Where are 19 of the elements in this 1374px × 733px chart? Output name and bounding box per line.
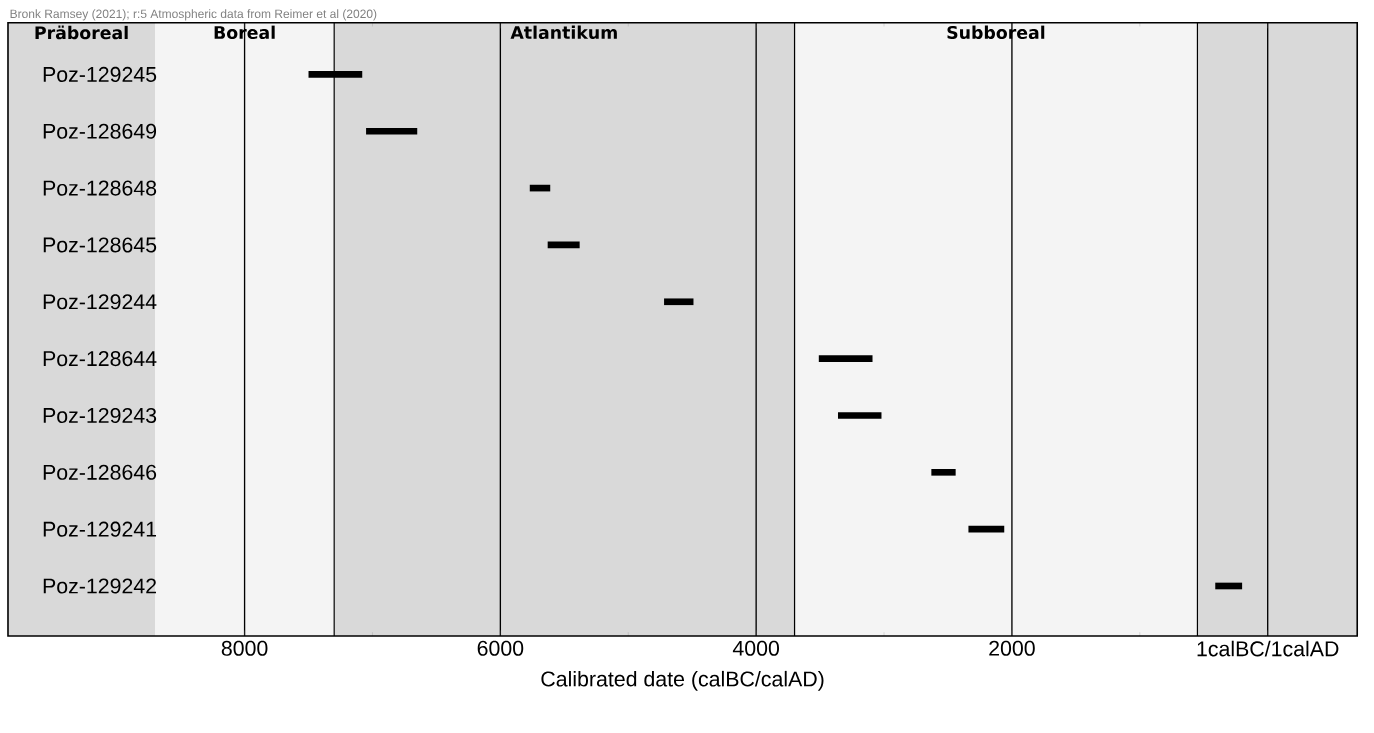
x-tick-label: 2000 xyxy=(989,640,1035,656)
y-tick-label: Poz-129244 xyxy=(43,294,157,310)
band-label: Präboreal xyxy=(35,25,128,40)
band-label: Atlantikum xyxy=(510,25,617,40)
y-tick-label: Poz-129243 xyxy=(43,407,157,424)
y-tick-label: Poz-128644 xyxy=(43,351,157,367)
y-tick-label: Poz-128645 xyxy=(43,237,157,253)
x-tick-label: 1calBC/1calAD xyxy=(1197,640,1339,657)
x-tick-label: 8000 xyxy=(221,640,268,656)
text: Bronk Ramsey (2021); r:5 Atmospheric data from Reimer et al (2020) xyxy=(10,9,377,21)
y-tick-label: Poz-129241 xyxy=(43,521,157,537)
x-tick-label: 6000 xyxy=(477,640,524,656)
x-tick-label: 4000 xyxy=(732,640,780,656)
y-tick-label: Poz-129242 xyxy=(43,578,156,594)
y-tick-label: Poz-128649 xyxy=(43,123,157,139)
y-tick-label: Poz-129245 xyxy=(43,66,157,82)
x-axis-title: Calibrated date (calBC/calAD) xyxy=(541,670,824,691)
y-tick-label: Poz-128646 xyxy=(43,464,157,480)
y-tick-label: Poz-128648 xyxy=(43,180,157,196)
